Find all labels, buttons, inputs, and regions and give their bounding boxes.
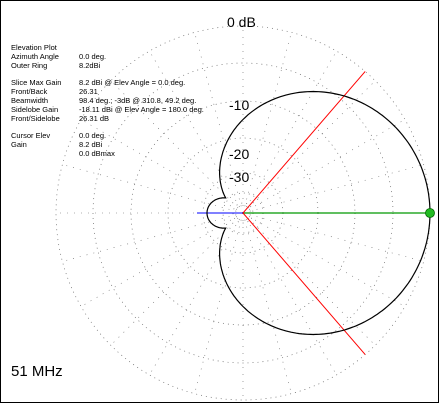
beamwidth-line-upper <box>242 71 366 214</box>
grid-spoke <box>242 50 337 214</box>
ring-label-minus20: -20 <box>229 146 250 162</box>
slice-max-row: Slice Max Gain 8.2 dBi @ Elev Angle = 0.… <box>11 78 204 87</box>
outer-ring-label: Outer Ring <box>11 61 48 70</box>
front-sidelobe-label: Front/Sidelobe <box>11 114 60 123</box>
grid-spoke <box>242 80 376 214</box>
plot-title-text: Elevation Plot <box>11 43 57 52</box>
front-back-row: Front/Back 26.31 <box>11 87 204 96</box>
grid-spoke <box>62 212 244 262</box>
outer-ring-value: 8.2dBi <box>79 61 101 70</box>
beamwidth-label: Beamwidth <box>11 96 49 105</box>
grid-spoke <box>242 164 424 214</box>
gain-dbmax-row: 0.0 dBmax <box>11 149 204 158</box>
outer-ring-row: Outer Ring 8.2dBi <box>11 61 204 70</box>
grid-spoke <box>242 32 292 214</box>
front-sidelobe-row: Front/Sidelobe 26.31 dB <box>11 114 204 123</box>
cursor-elev-value: 0.0 deg. <box>79 131 107 140</box>
cursor-elev-row: Cursor Elev 0.0 deg. <box>11 131 204 140</box>
slice-max-value: 8.2 dBi @ Elev Angle = 0.0 deg. <box>79 78 186 87</box>
sidelobe-label: Sidelobe Gain <box>11 105 59 114</box>
gain-row: Gain 8.2 dBi <box>11 140 204 149</box>
sidelobe-value: -18.11 dBi @ Elev Angle = 180.0 deg. <box>79 105 204 114</box>
cursor-elev-label: Cursor Elev <box>11 131 51 140</box>
beamwidth-row: Beamwidth 98.4 deg.; -3dB @ 310.8, 49.2 … <box>11 96 204 105</box>
front-back-value: 26.31 <box>79 87 98 96</box>
sidelobe-row: Sidelobe Gain -18.11 dBi @ Elev Angle = … <box>11 105 204 114</box>
azimuth-value: 0.0 deg. <box>79 52 107 61</box>
grid-spoke <box>242 212 292 394</box>
slice-max-label: Slice Max Gain <box>11 78 62 87</box>
beamwidth-line-lower <box>242 212 366 355</box>
pattern-info-panel: Elevation Plot Azimuth Angle 0.0 deg. Ou… <box>11 43 204 158</box>
ring-label-minus10: -10 <box>229 97 250 113</box>
gain-value-dbi: 8.2 dBi <box>79 140 103 149</box>
grid-spoke <box>194 212 244 394</box>
ring-label-minus30: -30 <box>229 169 250 185</box>
frequency-label: 51 MHz <box>11 363 63 380</box>
grid-spoke <box>149 212 244 376</box>
gain-value-dbmax: 0.0 dBmax <box>79 149 115 158</box>
beamwidth-value: 98.4 deg.; -3dB @ 310.8, 49.2 deg. <box>79 96 197 105</box>
grid-spoke <box>242 119 406 214</box>
grid-spoke <box>242 212 406 307</box>
grid-spoke <box>242 212 376 346</box>
grid-spoke <box>242 212 424 262</box>
plot-title: Elevation Plot <box>11 43 204 52</box>
cursor-marker[interactable] <box>425 208 435 218</box>
azimuth-label: Azimuth Angle <box>11 52 59 61</box>
azimuth-row: Azimuth Angle 0.0 deg. <box>11 52 204 61</box>
ring-label-0db: 0 dB <box>227 14 256 30</box>
grid-spoke <box>62 164 244 214</box>
grid-spoke <box>242 212 337 376</box>
front-sidelobe-value: 26.31 dB <box>79 114 110 123</box>
gain-label: Gain <box>11 140 27 149</box>
radiation-pattern-curve <box>206 90 431 336</box>
front-back-label: Front/Back <box>11 87 48 96</box>
